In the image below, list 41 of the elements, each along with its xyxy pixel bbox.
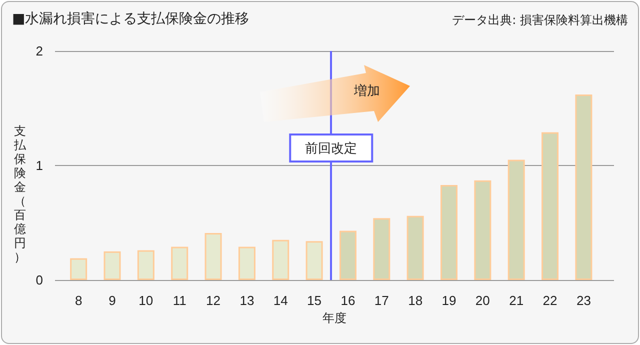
bar: [339, 230, 356, 280]
bar: [440, 184, 458, 280]
chart-title: ■水漏れ損害による支払保険金の推移: [12, 10, 250, 28]
ref-line-label: 前回改定: [305, 140, 358, 156]
bar: [406, 216, 424, 280]
bar: [373, 218, 390, 280]
bar: [272, 240, 290, 280]
bar: [104, 251, 121, 280]
bar: [171, 246, 188, 280]
x-tick-label: 13: [240, 293, 254, 308]
x-tick-label: 9: [108, 293, 116, 308]
x-tick-label: 21: [509, 293, 524, 308]
x-tick-label: 11: [172, 293, 186, 308]
x-tick-label: 23: [576, 293, 591, 308]
x-tick-label: 12: [206, 293, 221, 308]
x-tick-label: 10: [138, 293, 154, 308]
x-tick-label: 19: [442, 293, 456, 308]
annotation: 増加: [354, 82, 380, 100]
x-tick-label: 20: [475, 293, 490, 308]
bar: [70, 258, 88, 280]
x-tick-label: 16: [340, 293, 356, 308]
x-tick-label: 22: [542, 293, 558, 308]
x-tick-label: 18: [408, 293, 423, 308]
x-axis-title: 年度: [322, 310, 346, 325]
text: 支払保険金（百億円）: [14, 124, 26, 264]
bar: [204, 233, 222, 280]
bar: [508, 160, 525, 280]
bar: [137, 250, 154, 280]
bar: [306, 241, 323, 280]
y-tick-label: 0: [36, 272, 43, 288]
y-tick-label: 2: [36, 44, 43, 58]
bar: [238, 246, 256, 280]
bar: [575, 94, 592, 280]
x-tick-label: 8: [74, 293, 82, 308]
text: データ出典: 損害保険料算出機構: [452, 12, 628, 29]
x-tick-label: 14: [273, 293, 288, 308]
y-tick-label: 1: [36, 158, 43, 173]
x-tick-label: 17: [374, 293, 389, 308]
x-tick-label: 15: [307, 293, 322, 308]
bar: [542, 132, 559, 280]
bar: [474, 180, 492, 280]
